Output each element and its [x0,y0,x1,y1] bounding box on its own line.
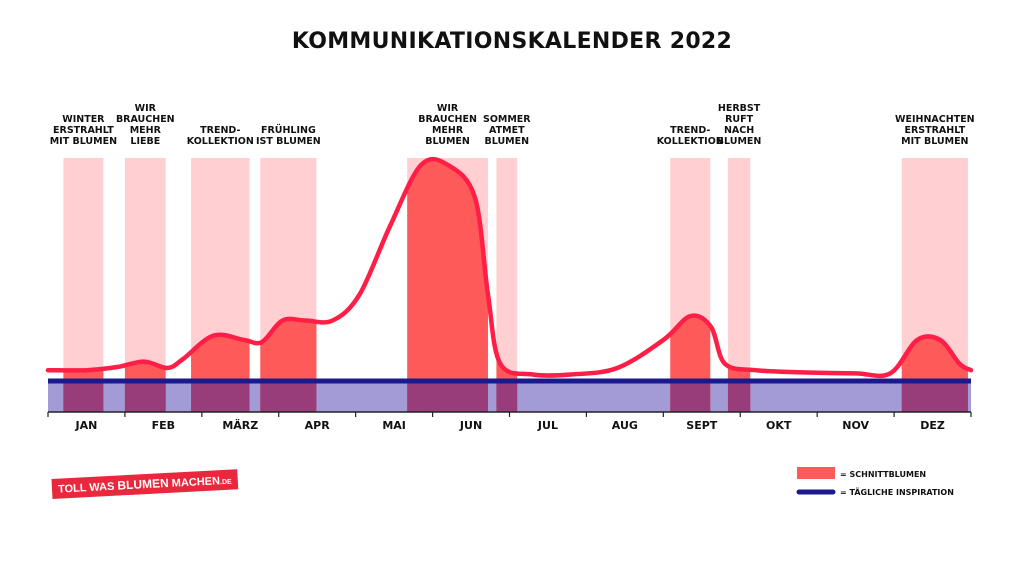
legend-swatch-schnittblumen [797,467,835,479]
campaign-label-8-line-4: BLUMEN [717,136,762,147]
campaign-label-5: WIR BRAUCHEN MEHR BLUMEN [418,103,477,147]
campaign-label-5-line-1: WIR [437,103,459,114]
campaign-label-9: WEIHNACHTEN ERSTRAHLT MIT BLUMEN [895,114,975,147]
legend-label-schnittblumen: = SCHNITTBLUMEN [840,470,926,479]
month-label-7: JUL [537,419,558,432]
campaign-label-3: TREND-KOLLEKTION [187,125,254,147]
logo-text-2: BLUMEN [117,475,170,493]
month-label-2: FEB [152,419,175,432]
campaign-label-3-line-2: KOLLEKTION [187,136,254,147]
month-label-1: JAN [75,419,98,432]
month-label-4: APR [305,419,331,432]
logo-text-1: TOLL WAS [57,480,118,496]
campaign-label-9-line-3: MIT BLUMEN [901,136,968,147]
month-label-12: DEZ [920,419,945,432]
month-label-5: MAI [382,419,406,432]
campaign-label-4: FRÜHLING IST BLUMEN [256,125,321,147]
campaign-label-8-line-1: HERBST [718,103,761,114]
campaign-label-6-line-3: BLUMEN [485,136,530,147]
legend-label-inspiration: = TÄGLICHE INSPIRATION [840,487,954,497]
campaign-label-7-line-1: TREND- [670,125,710,136]
campaign-label-8: HERBST RUFT NACH BLUMEN [717,103,762,147]
campaign-label-4-line-2: IST BLUMEN [256,136,321,147]
schnittblumen-line [45,156,974,379]
campaign-label-7: TREND-KOLLEKTION [657,125,724,147]
x-axis: JAN FEB MÄRZ APR MAI JUN JUL AUG SEPT OKT NOV DEZ [47,411,972,432]
campaign-label-2-line-4: LIEBE [130,136,160,147]
campaign-label-9-line-2: ERSTRAHLT [904,125,965,136]
campaign-label-6: SOMMER ATMET BLUMEN [483,114,531,147]
month-label-10: OKT [766,419,792,432]
month-label-8: AUG [612,419,638,432]
month-label-6: JUN [459,419,482,432]
logo-tld: .DE [219,478,232,487]
campaign-label-5-line-2: BRAUCHEN [418,114,477,125]
campaign-label-5-line-4: BLUMEN [425,136,470,147]
campaign-label-1: WINTER ERSTRAHLT MIT BLUMEN [50,114,117,147]
chart-title: KOMMUNIKATIONSKALENDER 2022 [292,29,732,54]
campaign-label-2: WIR BRAUCHEN MEHR LIEBE [116,103,175,147]
campaign-fill-group [63,159,968,412]
campaign-label-7-line-2: KOLLEKTION [657,136,724,147]
campaign-band-8 [727,158,751,412]
campaign-label-3-line-1: TREND- [200,125,240,136]
campaign-label-6-line-2: ATMET [489,125,525,136]
month-label-9: SEPT [686,419,717,432]
campaign-label-5-line-3: MEHR [432,125,464,136]
campaign-label-4-line-1: FRÜHLING [261,125,316,136]
schnittblumen-area [63,159,968,412]
campaign-label-8-line-3: NACH [724,125,754,136]
campaign-label-1-line-2: ERSTRAHLT [53,125,114,136]
campaign-label-2-line-3: MEHR [130,125,162,136]
campaign-label-8-line-2: RUFT [725,114,754,125]
month-label-11: NOV [842,419,869,432]
campaign-label-2-line-2: BRAUCHEN [116,114,175,125]
campaign-label-2-line-1: WIR [135,103,157,114]
campaign-label-9-line-1: WEIHNACHTEN [895,114,975,125]
logo-text-3: MACHEN [168,475,221,490]
campaign-label-6-line-1: SOMMER [483,114,531,125]
campaign-band-6 [496,158,518,412]
month-label-3: MÄRZ [222,418,258,432]
campaign-label-1-line-1: WINTER [62,114,105,125]
legend: = SCHNITTBLUMEN = TÄGLICHE INSPIRATION [796,467,954,497]
schnittblumen-line-group [45,156,974,384]
campaign-label-1-line-3: MIT BLUMEN [50,136,117,147]
